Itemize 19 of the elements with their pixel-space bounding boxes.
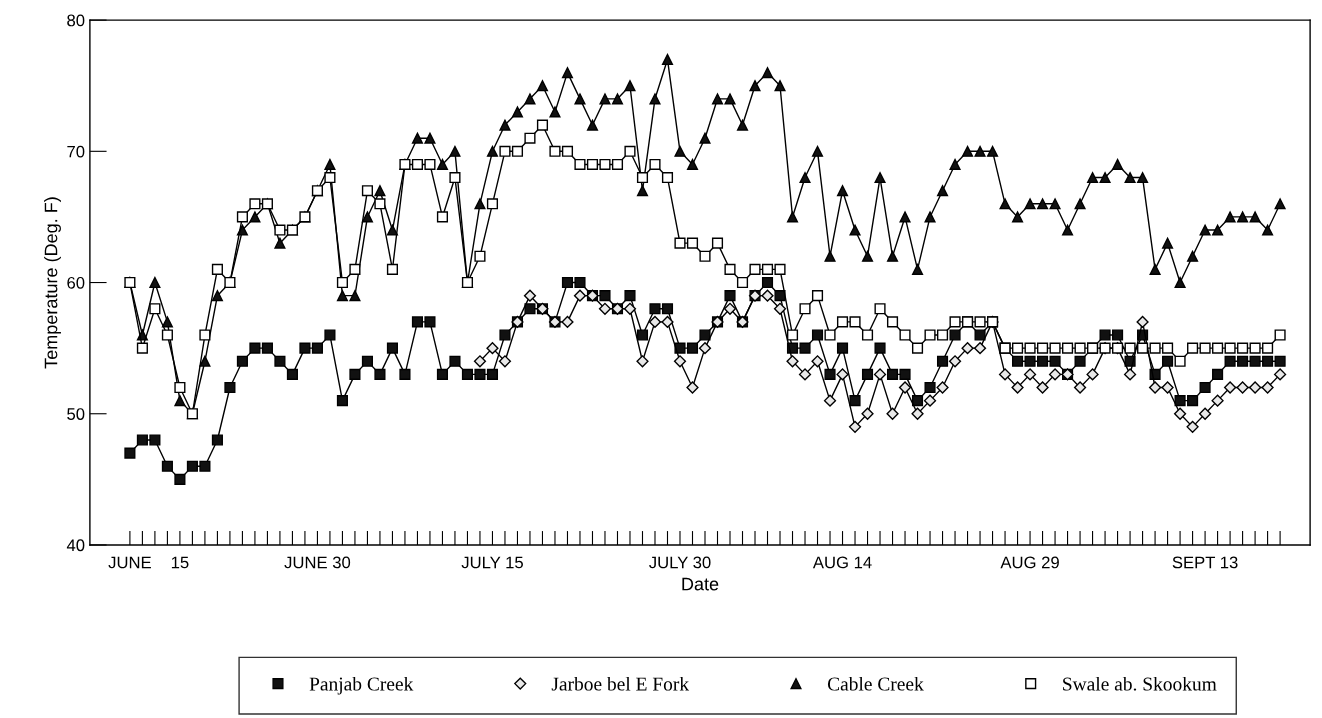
- legend-label: Jarboe bel E Fork: [551, 676, 690, 691]
- y-axis-title: Temperature (Deg. F): [44, 197, 61, 369]
- x-tick-label: 15: [171, 556, 189, 569]
- x-tick-label: AUG 29: [1000, 556, 1059, 569]
- legend-label: Cable Creek: [827, 676, 924, 691]
- y-tick-label: 60: [67, 276, 85, 289]
- x-tick-label: SEPT 13: [1172, 556, 1238, 569]
- x-tick-label: JUNE 30: [284, 556, 351, 569]
- x-tick-label: JULY 15: [461, 556, 523, 569]
- y-tick-label: 50: [67, 408, 85, 420]
- y-tick-label: 70: [67, 145, 85, 158]
- y-tick-label: 80: [67, 14, 85, 27]
- x-tick-label: JULY 30: [649, 556, 711, 569]
- legend-label: Panjab Creek: [309, 676, 414, 695]
- y-tick-label: 40: [66, 539, 85, 552]
- x-tick-label: JUNE: [108, 556, 151, 569]
- legend-label: Swale ab. Skookum: [1063, 676, 1217, 691]
- x-tick-label: AUG 14: [812, 556, 872, 569]
- x-axis-title: Date: [682, 577, 719, 591]
